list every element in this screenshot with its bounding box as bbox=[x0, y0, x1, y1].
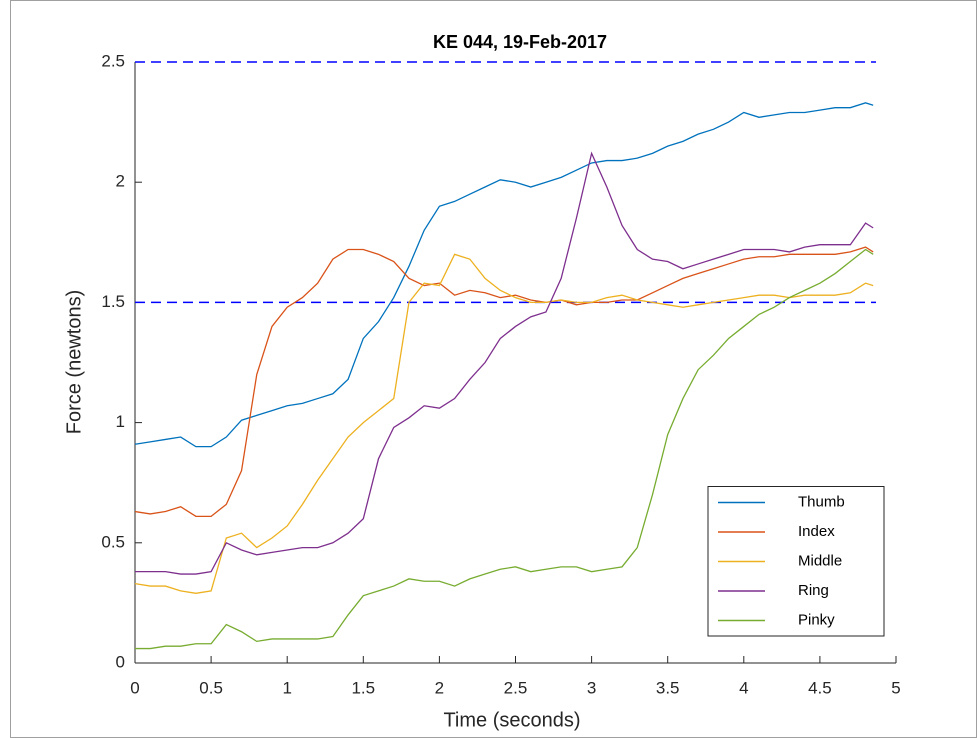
series-line bbox=[135, 151, 874, 575]
series-line bbox=[134, 102, 874, 448]
x-axis-label: Time (seconds) bbox=[443, 709, 580, 731]
chart-title: KE 044, 19-Feb-2017 bbox=[433, 32, 607, 52]
x-tick-label: 0 bbox=[130, 678, 139, 697]
legend-label: Middle bbox=[798, 552, 842, 569]
legend-label: Index bbox=[798, 523, 835, 540]
series-line bbox=[134, 253, 874, 594]
y-tick-label: 2 bbox=[116, 172, 125, 191]
y-tick-label: 0 bbox=[116, 652, 125, 671]
x-tick-label: 0.5 bbox=[199, 678, 223, 697]
x-tick-label: 5 bbox=[891, 678, 900, 697]
x-tick-label: 3.5 bbox=[656, 678, 680, 697]
x-tick-label: 1 bbox=[282, 678, 291, 697]
y-tick-label: 1.5 bbox=[101, 292, 125, 311]
legend-label: Pinky bbox=[798, 611, 835, 628]
legend-label: Thumb bbox=[798, 493, 845, 510]
y-tick-label: 1 bbox=[116, 412, 125, 431]
x-tick-label: 2 bbox=[435, 678, 444, 697]
x-tick-label: 4 bbox=[739, 678, 748, 697]
x-tick-label: 1.5 bbox=[351, 678, 375, 697]
x-tick-label: 4.5 bbox=[808, 678, 832, 697]
y-axis-label: Force (newtons) bbox=[63, 290, 85, 435]
x-tick-label: 2.5 bbox=[504, 678, 528, 697]
y-tick-label: 2.5 bbox=[101, 51, 125, 70]
series-line bbox=[134, 246, 874, 518]
y-tick-label: 0.5 bbox=[101, 532, 125, 551]
legend-label: Ring bbox=[798, 582, 829, 599]
series-line bbox=[135, 248, 874, 650]
x-tick-label: 3 bbox=[587, 678, 596, 697]
